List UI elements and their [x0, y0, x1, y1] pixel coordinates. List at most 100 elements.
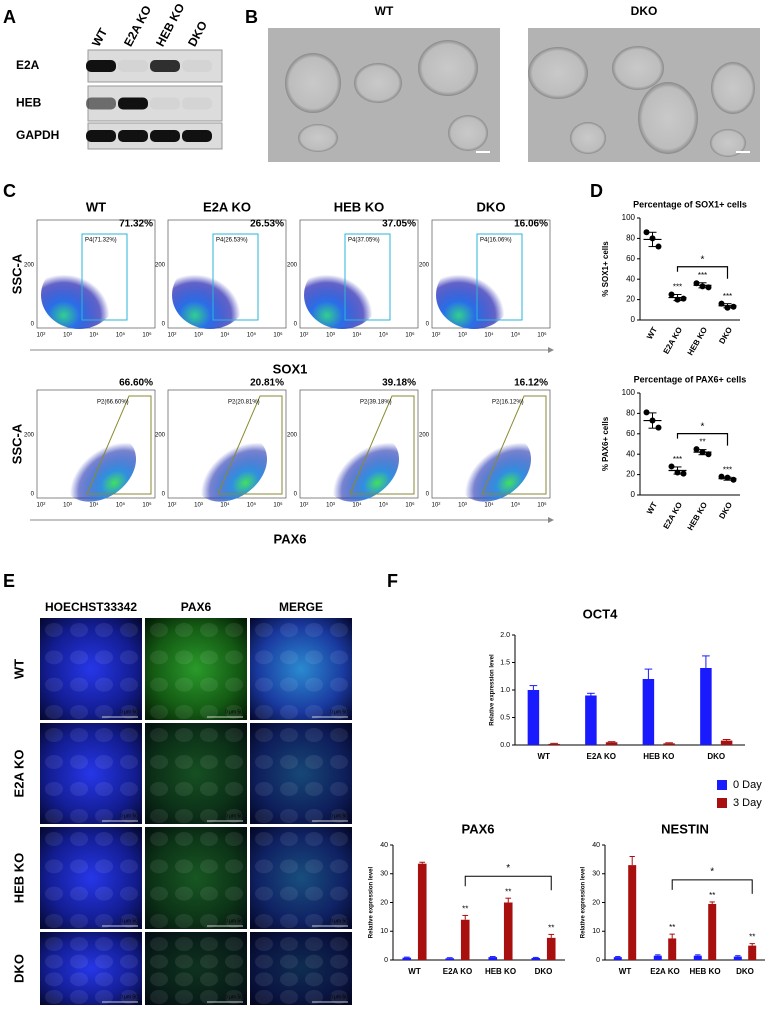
gate-label: P2(20.81%) [228, 400, 260, 406]
colony [528, 47, 588, 99]
nucleus [70, 705, 88, 719]
colony [638, 82, 698, 154]
nucleus [45, 809, 63, 823]
blot-band [182, 130, 212, 142]
bar [445, 958, 455, 960]
nucleus [120, 954, 138, 969]
x-tick-label: E2A KO [662, 501, 685, 531]
nucleus [95, 623, 113, 637]
x-tick-label: 10² [432, 503, 441, 509]
bar [527, 690, 540, 745]
chart-title: OCT4 [583, 606, 618, 621]
column-title: MERGE [279, 600, 323, 614]
blot-band [86, 60, 116, 72]
y-axis-label: % SOX1+ cells [601, 241, 610, 297]
y-tick-label: 200 [155, 433, 166, 439]
micrograph [40, 932, 142, 1005]
series [628, 856, 757, 960]
data-point [730, 303, 737, 310]
error-bar [722, 739, 731, 741]
nucleus [120, 623, 138, 637]
nucleus [95, 914, 113, 928]
nucleus [305, 972, 323, 987]
error-bar [695, 954, 701, 956]
nucleus [225, 677, 243, 692]
row-label: HEB KO [11, 853, 26, 904]
micrograph [145, 827, 247, 929]
nucleus [45, 954, 63, 969]
x-tick-label: 10⁶ [273, 502, 283, 509]
nucleus [330, 937, 348, 951]
x-tick-label: WT [645, 500, 659, 515]
nucleus [45, 972, 63, 987]
nucleus [95, 859, 113, 874]
x-tick-label: DKO [736, 967, 754, 976]
x-tick-label: 10³ [458, 333, 467, 339]
bar [531, 957, 541, 960]
x-tick-label: 10⁴ [89, 332, 99, 339]
y-axis-label: Relative expression level [581, 866, 587, 938]
nucleus [305, 755, 323, 769]
x-tick-label: DKO [707, 752, 725, 761]
x-tick-label: HEB KO [689, 967, 720, 976]
gate-label: P4(37.05%) [348, 238, 380, 244]
event-cloud [61, 434, 137, 502]
nucleus [95, 972, 113, 987]
nucleus [120, 728, 138, 742]
nucleus [305, 623, 323, 637]
scale-label: 0 μm 50 [330, 813, 348, 819]
nucleus [255, 972, 273, 987]
x-tick-label: 10⁵ [116, 332, 126, 339]
nucleus [255, 755, 273, 769]
panel-label: B [245, 7, 258, 27]
x-tick-label: 10⁵ [511, 332, 521, 339]
gate-label: P2(16.12%) [492, 400, 524, 406]
data-point [655, 243, 662, 250]
nucleus [305, 859, 323, 874]
x-tick-label: 10² [300, 333, 309, 339]
nucleus [70, 914, 88, 928]
series [417, 861, 556, 960]
nucleus [225, 809, 243, 823]
column-title: E2A KO [203, 199, 251, 214]
nucleus [280, 809, 298, 823]
nucleus [255, 623, 273, 637]
y-tick-label: 20 [592, 899, 600, 906]
bar [546, 937, 556, 960]
x-tick-label: 10³ [63, 503, 72, 509]
gate [81, 233, 128, 321]
micrograph [145, 618, 247, 720]
nucleus [225, 705, 243, 719]
axis-label: SSC-A [9, 253, 24, 294]
lane-label: HEB KO [153, 1, 187, 49]
nucleus [305, 914, 323, 928]
comparison-bracket [464, 875, 552, 891]
lane-label: DKO [185, 19, 210, 49]
chart-title: PAX6 [462, 821, 495, 836]
blot-band [118, 60, 148, 72]
data-point [680, 470, 687, 477]
x-tick-label: HEB KO [686, 501, 709, 532]
nucleus [70, 650, 88, 665]
micrograph [250, 932, 352, 1005]
blot-band [150, 60, 180, 72]
nucleus [200, 623, 218, 637]
error-bar [749, 943, 755, 946]
nucleus [150, 809, 168, 823]
nucleus [225, 623, 243, 637]
nucleus [150, 677, 168, 692]
x-tick-label: 10⁶ [273, 332, 283, 339]
nucleus [175, 650, 193, 665]
nucleus [70, 728, 88, 742]
x-tick-label: E2A KO [662, 326, 685, 356]
nucleus [225, 782, 243, 796]
chart-title: Percentage of PAX6+ cells [634, 374, 747, 384]
y-tick-label: 40 [626, 274, 635, 283]
nucleus [255, 914, 273, 928]
bar [700, 668, 712, 745]
nucleus [175, 755, 193, 769]
x-tick-label: 10³ [326, 503, 335, 509]
nucleus [95, 705, 113, 719]
nucleus [280, 990, 298, 1004]
